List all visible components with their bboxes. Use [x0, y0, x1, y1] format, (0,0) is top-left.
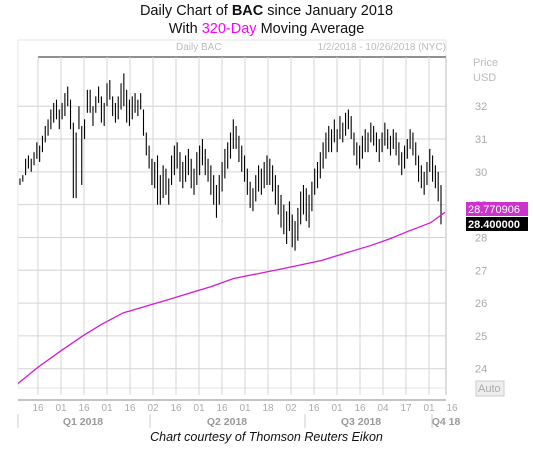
y-tick-label: 31: [475, 134, 487, 146]
quarter-label: Q2 2018: [207, 416, 247, 428]
moving-average-line: [17, 211, 446, 385]
ohlc-bars: [19, 73, 442, 251]
quarter-label: Q3 2018: [341, 416, 381, 428]
chart-credit: Chart courtesy of Thomson Reuters Eikon: [150, 430, 383, 444]
auto-scale-button[interactable]: [475, 380, 505, 397]
x-tick-label: 16: [216, 403, 228, 414]
x-tick-label: 16: [170, 403, 182, 414]
x-axis-tick-labels: 16 01 16 01 16 02 16 01 16 01 18 02 16 01 16 04 17 01 16: [32, 403, 458, 414]
x-tick-label: 16: [354, 403, 366, 414]
chart-title-line-1: Daily Chart of BAC since January 2018: [0, 3, 533, 20]
x-tick-label: 16: [308, 403, 320, 414]
ma-value-text: 28.770906: [468, 204, 520, 216]
x-tick-label: 01: [239, 403, 251, 414]
x-tick-label: 16: [78, 403, 90, 414]
date-range-label: 1/2/2018 - 10/26/2018 (NYC): [318, 42, 446, 53]
x-tick-label: 18: [262, 403, 274, 414]
y-tick-label: 25: [475, 331, 487, 343]
price-badges: 28.770906 28.400000: [466, 202, 528, 231]
x-tick-label: 16: [446, 403, 458, 414]
title-ma-period: 320-Day: [201, 21, 257, 37]
y-tick-label: 28: [475, 232, 487, 244]
x-tick-label: 01: [423, 403, 435, 414]
last-price-badge: [466, 217, 528, 231]
y-tick-label: 27: [475, 265, 487, 277]
symbol-label: Daily BAC: [176, 42, 222, 53]
y-tick-label: 26: [475, 298, 487, 310]
y-tick-label: 32: [475, 101, 487, 113]
title-prefix: Daily Chart of: [139, 3, 228, 19]
title-ma-text: Moving Average: [260, 21, 365, 37]
x-tick-label: 16: [124, 403, 136, 414]
title-ticker: BAC: [231, 3, 264, 19]
grid-lines: [18, 57, 446, 395]
quarter-label: Q1 2018: [63, 416, 103, 428]
x-tick-label: 01: [331, 403, 343, 414]
x-tick-label: 16: [32, 403, 44, 414]
x-tick-label: 02: [285, 403, 297, 414]
quarter-labels: Q1 2018 Q2 2018 Q3 2018 Q4 18: [17, 414, 461, 428]
x-tick-label: 02: [147, 403, 159, 414]
price-axis-title: Price: [473, 57, 498, 69]
x-tick-label: 01: [193, 403, 205, 414]
title-suffix: since January 2018: [267, 3, 394, 19]
y-axis-tick-labels: 242526272829303132: [475, 101, 487, 376]
x-tick-label: 01: [101, 403, 113, 414]
y-tick-label: 30: [475, 167, 487, 179]
y-tick-label: 24: [475, 364, 487, 376]
x-tick-label: 04: [377, 403, 389, 414]
ma-value-badge: [466, 202, 528, 216]
title-with: With: [168, 21, 198, 37]
auto-scale-label: Auto: [478, 383, 501, 395]
x-tick-label: 01: [55, 403, 67, 414]
last-price-text: 28.400000: [468, 219, 520, 231]
currency-axis-title: USD: [473, 72, 496, 84]
x-tick-label: 17: [400, 403, 412, 414]
quarter-label: Q4 18: [432, 416, 461, 428]
chart-title-line-2: With 320-Day Moving Average: [0, 21, 533, 38]
